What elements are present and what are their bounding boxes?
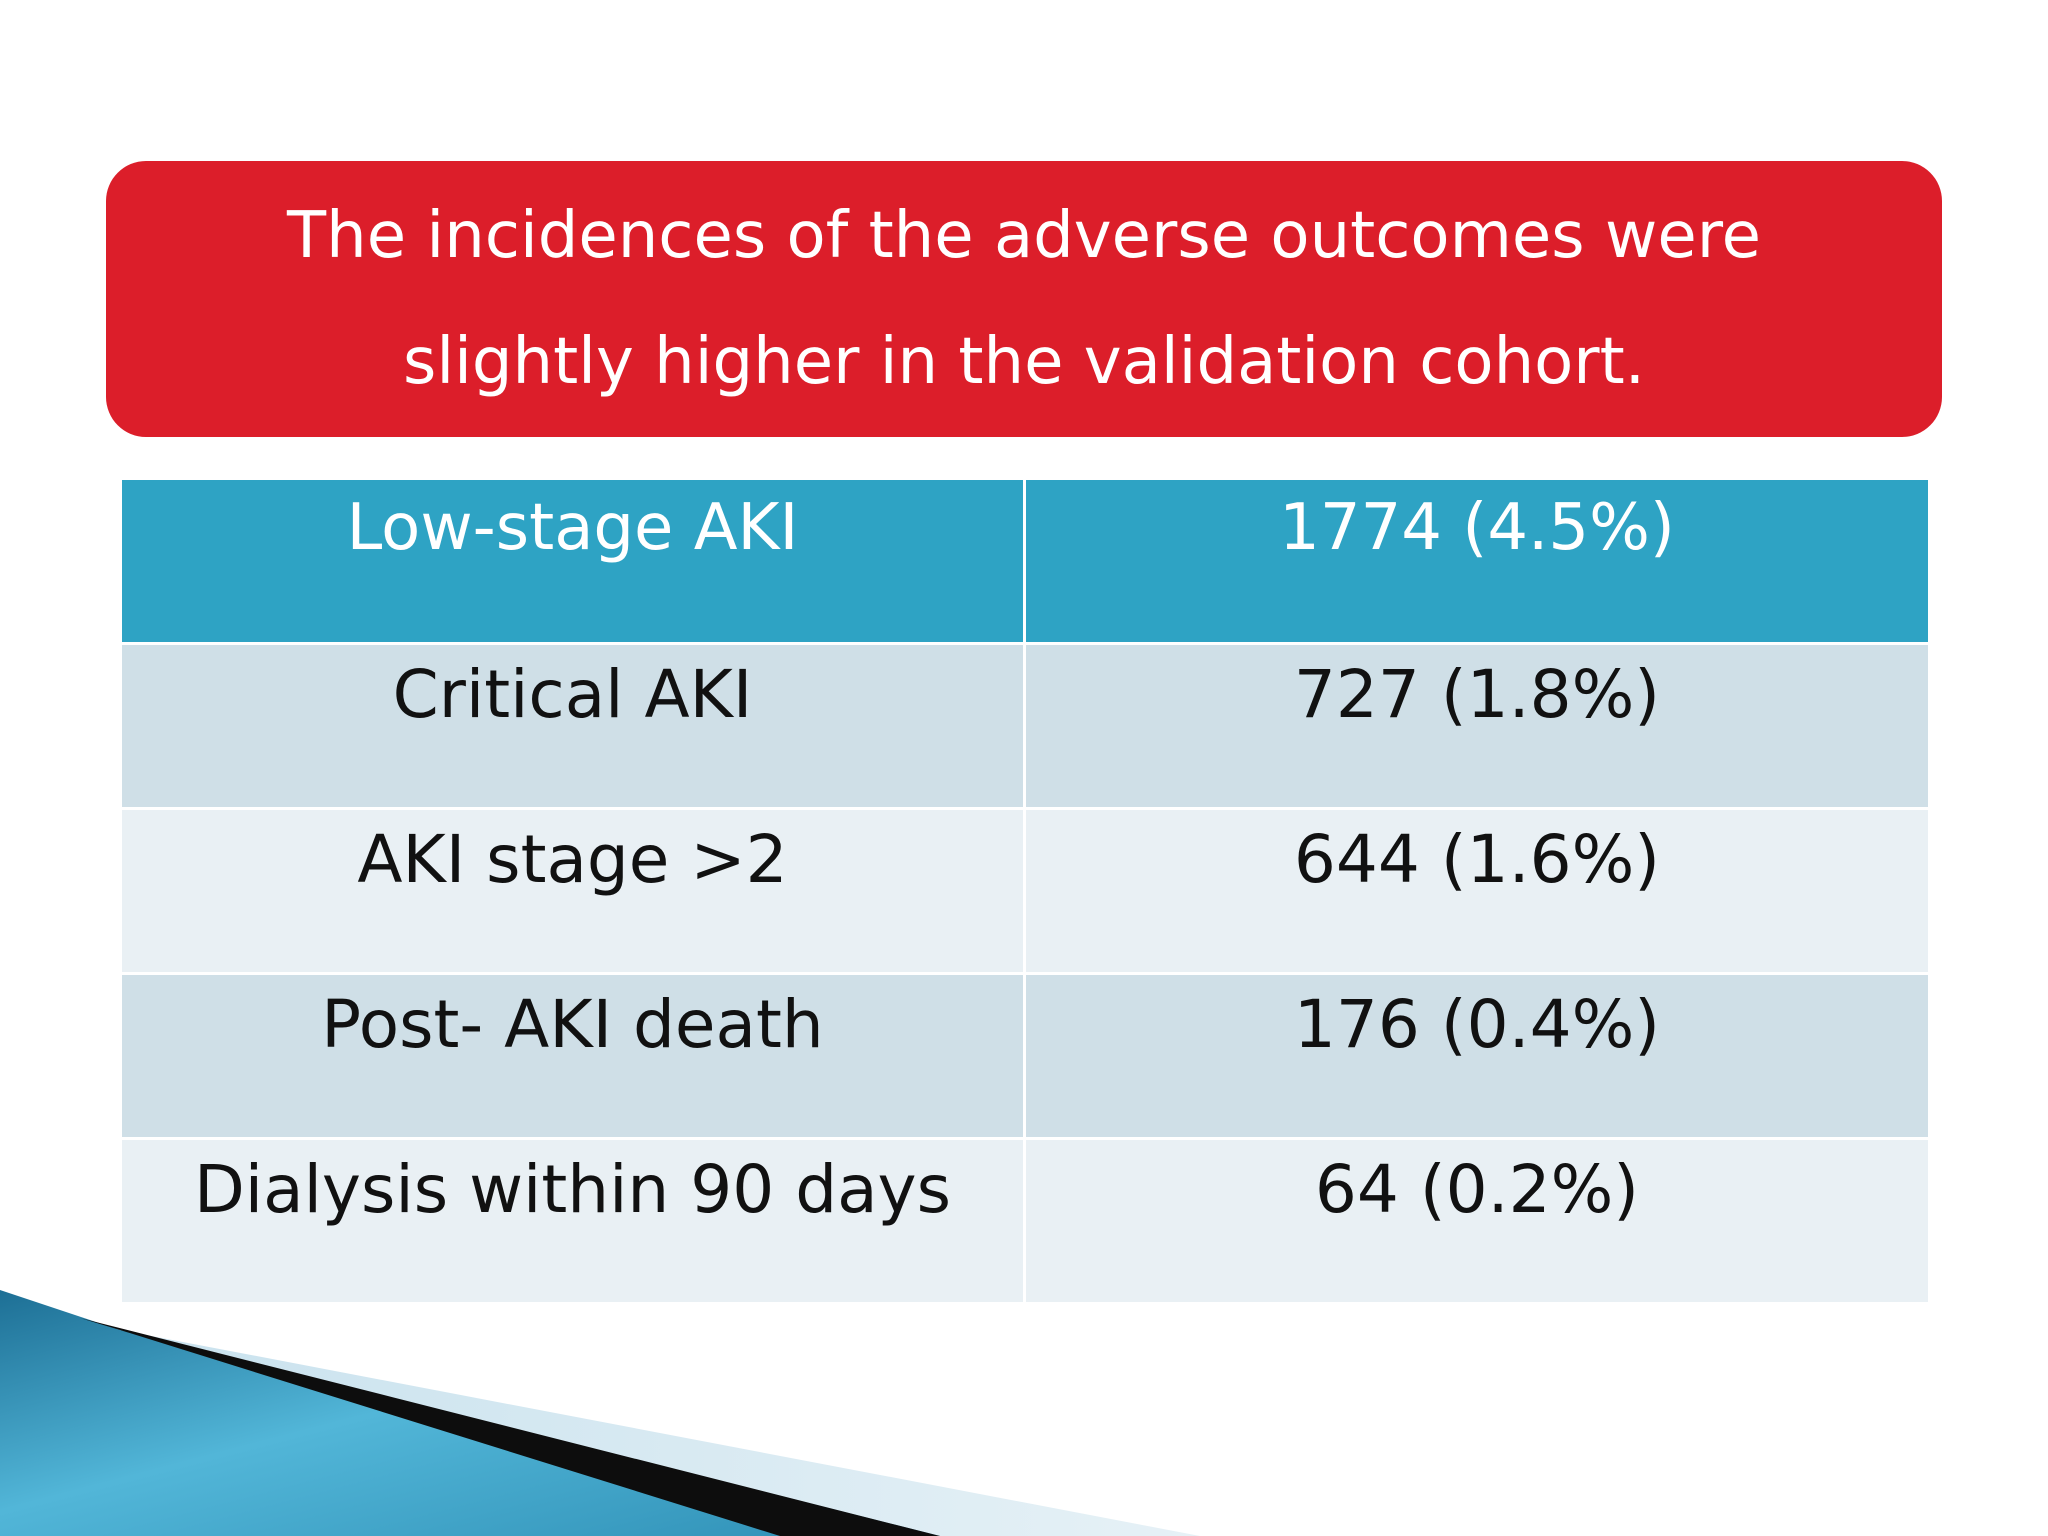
value-cell: 64 (0.2%) [1023,1137,1931,1305]
headline-line-1: The incidences of the adverse outcomes w… [287,199,1761,273]
outcome-cell: Dialysis within 90 days [119,1137,1026,1305]
black-swoosh [80,1318,940,1536]
outcome-cell: Post- AKI death [119,972,1026,1140]
outcome-cell: Low-stage AKI [119,477,1026,645]
headline-line-2: slightly higher in the validation cohort… [402,325,1646,399]
headline-banner: The incidences of the adverse outcomes w… [106,161,1942,437]
outcome-cell: AKI stage >2 [119,807,1026,975]
value-cell: 727 (1.8%) [1023,642,1931,810]
pale-swoosh [120,1330,1200,1536]
value-cell: 176 (0.4%) [1023,972,1931,1140]
corner-swoosh-decoration [0,1290,1200,1536]
table-row: Critical AKI 727 (1.8%) [119,642,1931,810]
value-cell: 644 (1.6%) [1023,807,1931,975]
table-row: Low-stage AKI 1774 (4.5%) [119,477,1931,645]
table-row: Dialysis within 90 days 64 (0.2%) [119,1137,1931,1305]
table-row: Post- AKI death 176 (0.4%) [119,972,1931,1140]
outcome-cell: Critical AKI [119,642,1026,810]
blue-swoosh [0,1290,940,1536]
outcomes-table: Low-stage AKI 1774 (4.5%) Critical AKI 7… [119,477,1931,1305]
value-cell: 1774 (4.5%) [1023,477,1931,645]
headline-text: The incidences of the adverse outcomes w… [207,173,1841,425]
table-row: AKI stage >2 644 (1.6%) [119,807,1931,975]
